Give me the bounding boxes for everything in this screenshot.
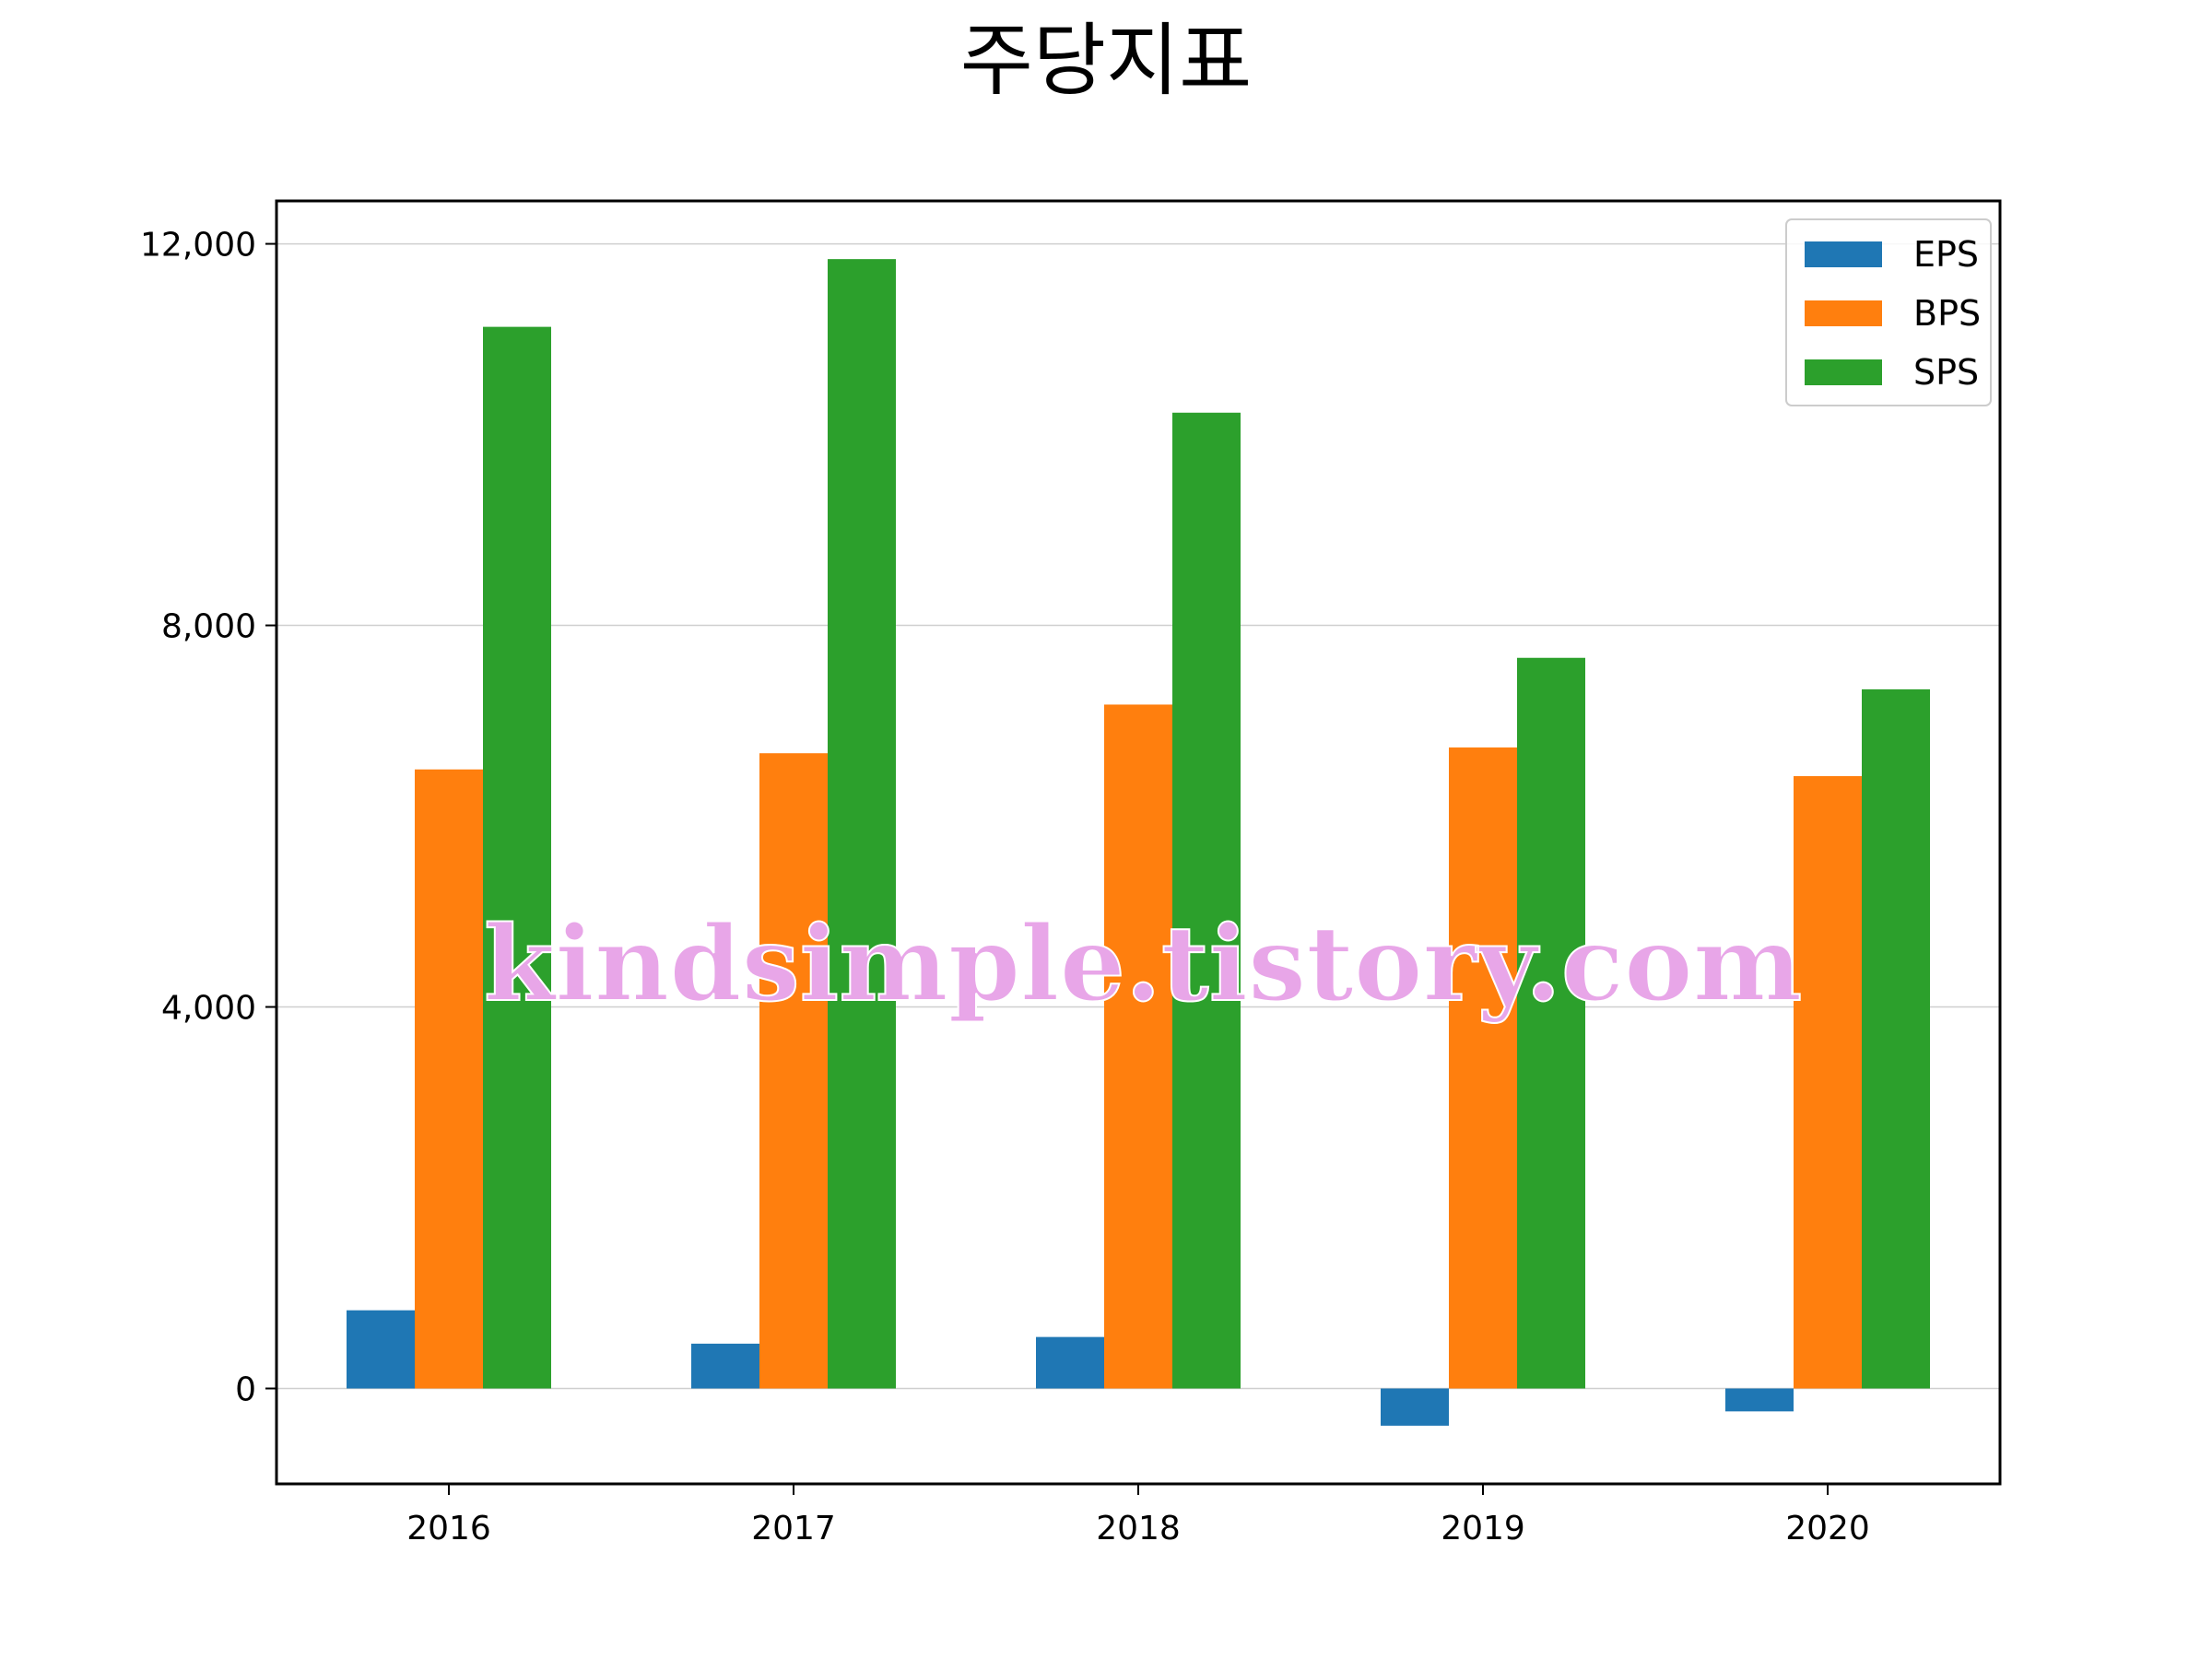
- y-tick-label: 0: [235, 1371, 256, 1409]
- x-tick-label: 2017: [751, 1510, 836, 1547]
- chart-title: 주당지표: [960, 15, 1252, 107]
- bar-sps-2017: [828, 259, 896, 1389]
- legend: EPS BPS SPS: [1785, 218, 1992, 406]
- y-axis-ticks: 0 4,000 8,000 12,000: [140, 227, 276, 1409]
- bar-bps-2020: [1794, 776, 1862, 1389]
- y-tick-label: 4,000: [161, 990, 256, 1028]
- watermark: kindsimple.tistory.com: [484, 904, 1803, 1025]
- bar-eps-2017: [691, 1343, 759, 1389]
- bar-eps-2016: [347, 1310, 415, 1389]
- bar-bps-2019: [1449, 747, 1517, 1389]
- x-tick-label: 2016: [406, 1510, 491, 1547]
- y-tick-label: 12,000: [140, 227, 256, 265]
- bar-sps-2016: [483, 326, 551, 1389]
- bar-bps-2018: [1104, 704, 1172, 1389]
- x-axis-ticks: 2016 2017 2018 2019 2020: [406, 1484, 1870, 1547]
- bar-bps-2016: [415, 769, 483, 1389]
- legend-label-bps: BPS: [1913, 293, 1981, 334]
- bar-bps-2017: [759, 753, 828, 1389]
- bar-eps-2020: [1725, 1388, 1794, 1412]
- legend-label-eps: EPS: [1913, 234, 1979, 275]
- bar-sps-2019: [1517, 657, 1585, 1389]
- x-tick-label: 2018: [1096, 1510, 1181, 1547]
- bars: [347, 259, 1930, 1426]
- legend-swatch-eps: [1805, 241, 1882, 267]
- x-tick-label: 2019: [1441, 1510, 1525, 1547]
- bar-sps-2018: [1172, 412, 1241, 1389]
- bar-eps-2019: [1381, 1388, 1449, 1426]
- legend-swatch-bps: [1805, 300, 1882, 326]
- y-tick-label: 8,000: [161, 608, 256, 646]
- bar-eps-2018: [1036, 1336, 1104, 1389]
- bar-sps-2020: [1862, 688, 1930, 1389]
- x-tick-label: 2020: [1785, 1510, 1870, 1547]
- legend-swatch-sps: [1805, 359, 1882, 385]
- legend-label-sps: SPS: [1913, 352, 1979, 393]
